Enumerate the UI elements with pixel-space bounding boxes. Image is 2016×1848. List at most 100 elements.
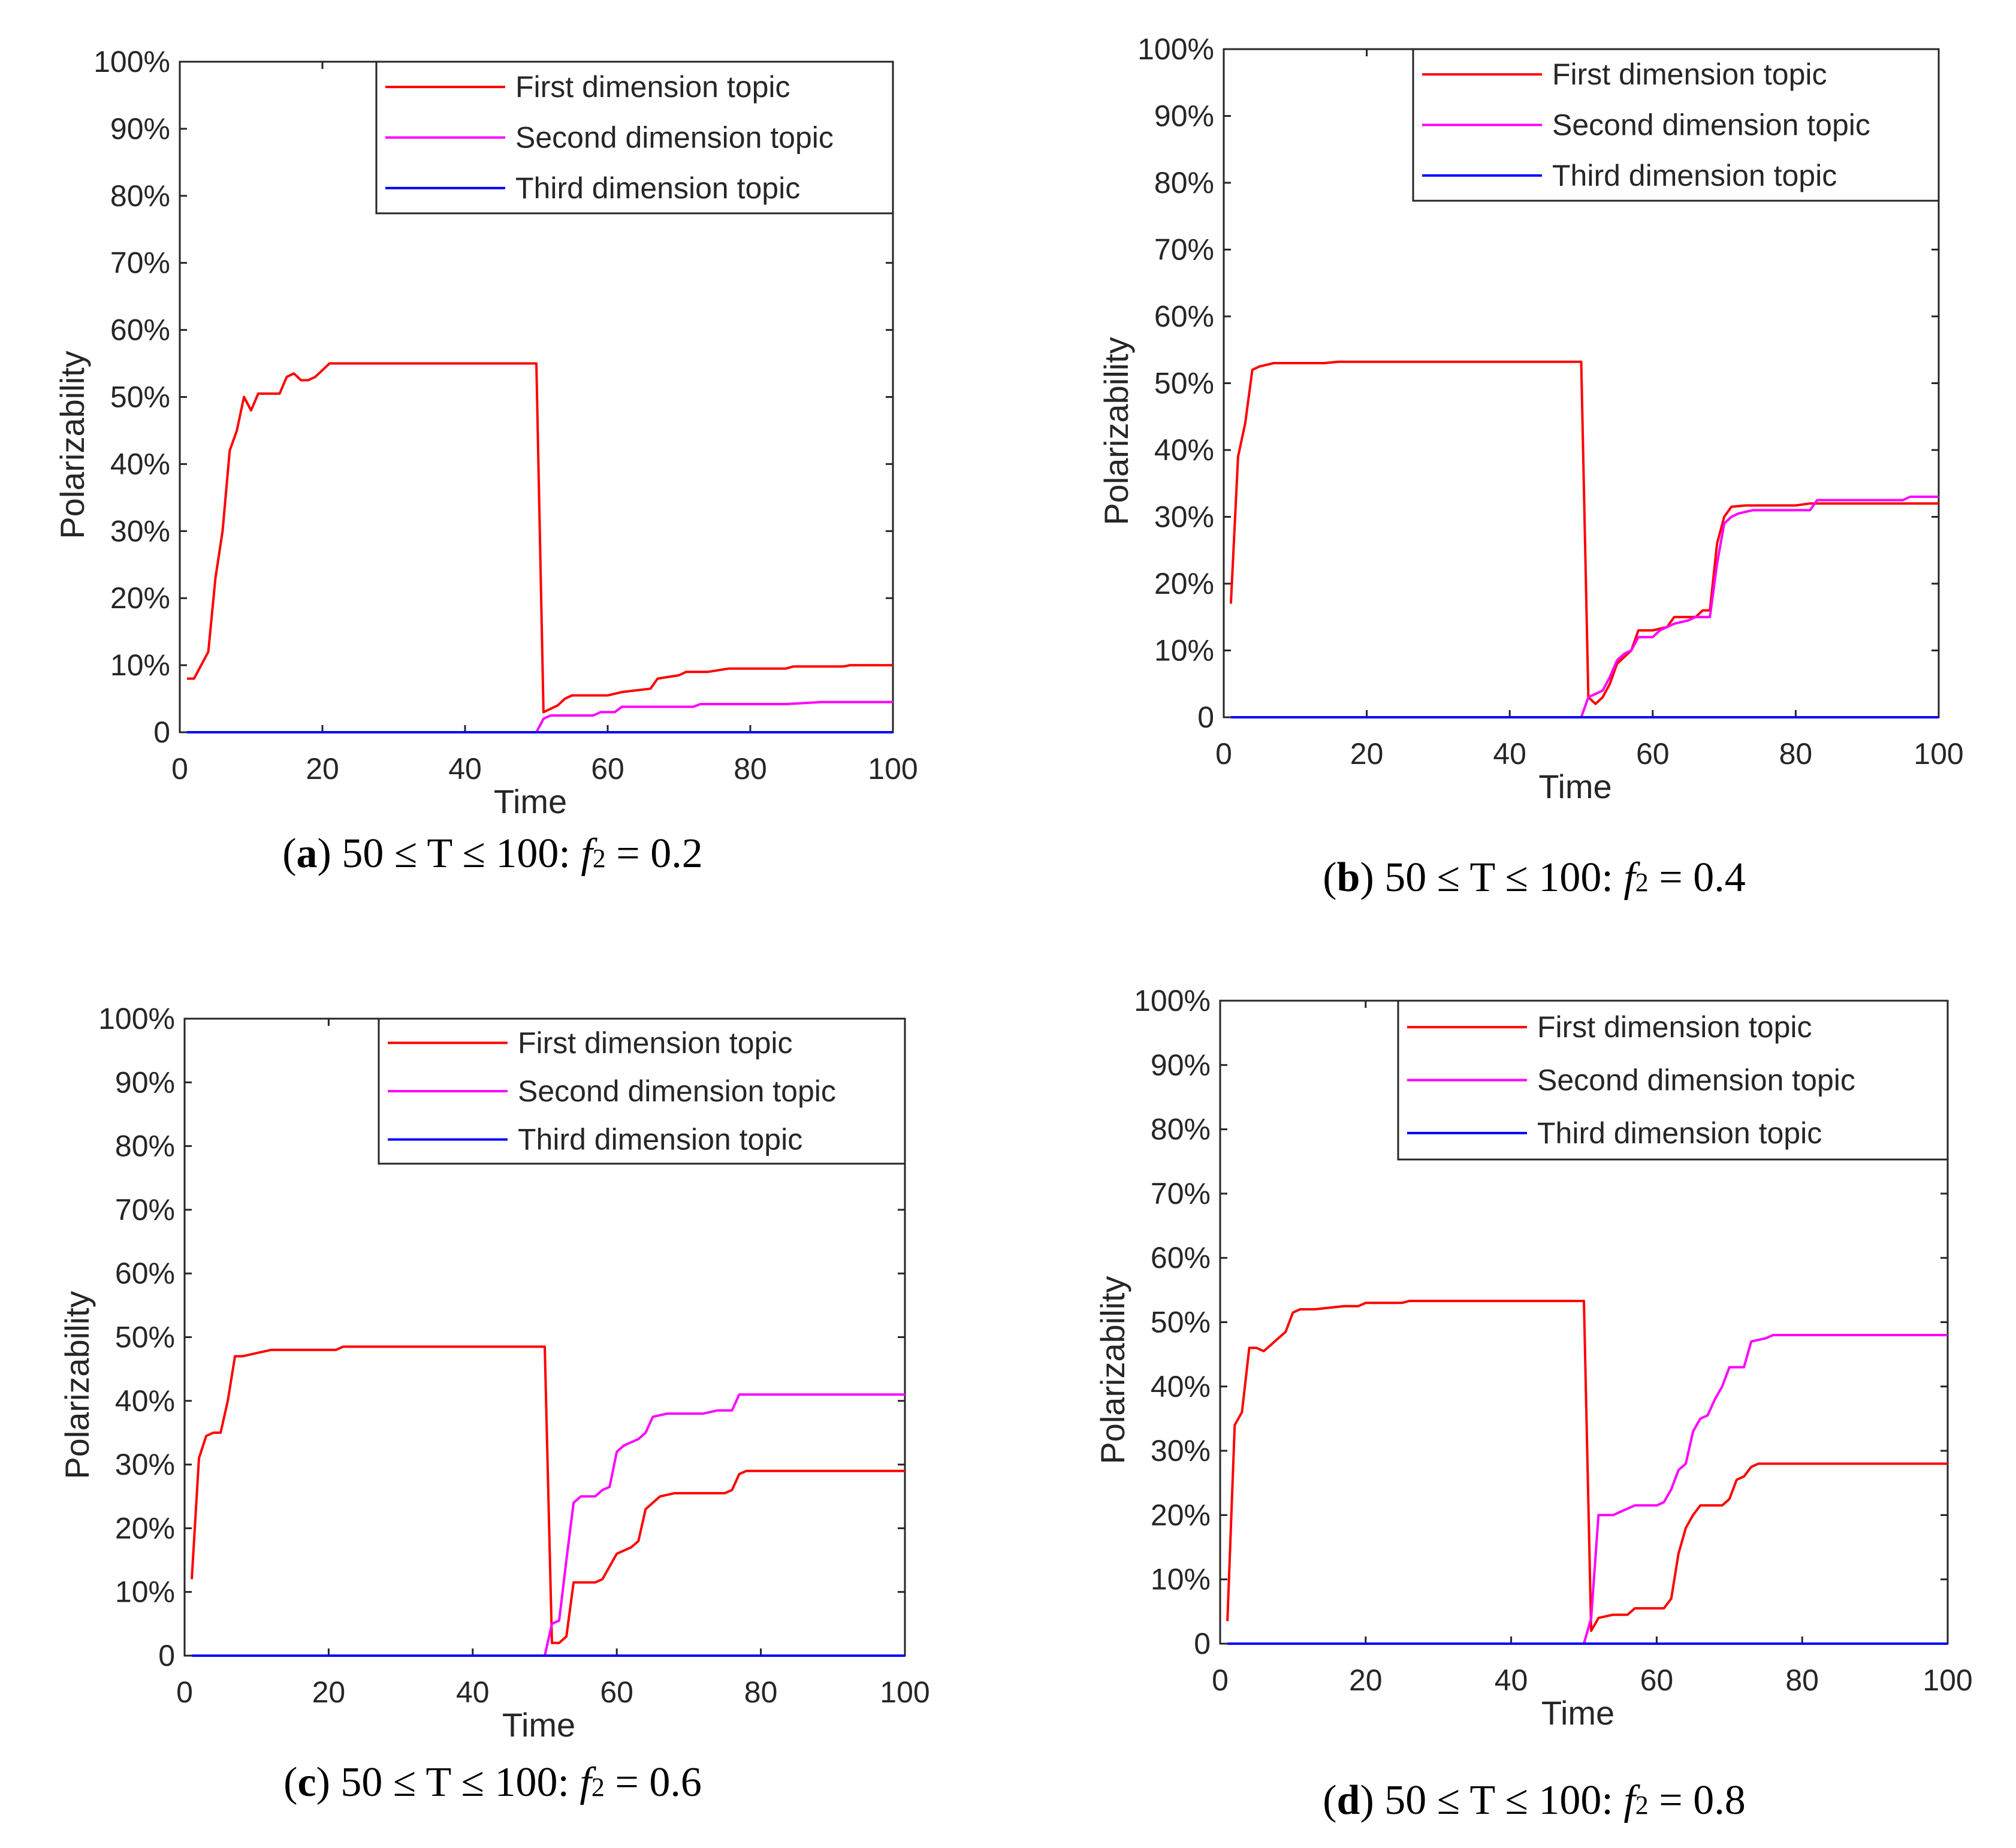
caption-c: (c) 50 ≤ T ≤ 100: f2 = 0.6	[283, 1759, 702, 1805]
caption-value: = 0.6	[615, 1759, 702, 1805]
y-tick-label: 10%	[110, 648, 170, 682]
y-tick-label: 80%	[110, 179, 170, 213]
y-tick-label: 60%	[115, 1257, 175, 1290]
caption-value: = 0.2	[616, 831, 703, 877]
x-tick-label: 60	[600, 1675, 633, 1709]
legend-label: Second dimension topic	[1537, 1064, 1855, 1097]
y-tick-label: 10%	[1154, 634, 1214, 668]
x-tick-label: 20	[312, 1675, 346, 1709]
y-tick-label: 80%	[1151, 1113, 1211, 1146]
x-tick-label: 40	[1495, 1663, 1528, 1697]
caption-letter: d	[1336, 1777, 1360, 1823]
legend-label: Third dimension topic	[515, 171, 800, 205]
x-tick-label: 80	[744, 1675, 778, 1709]
y-tick-label: 40%	[1154, 433, 1214, 467]
caption-value: = 0.8	[1659, 1777, 1746, 1823]
caption-value: = 0.4	[1659, 854, 1746, 901]
y-tick-label: 70%	[115, 1193, 175, 1227]
chart-panel-b: 0 10% 20% 30% 40% 50% 60% 70% 80% 90% 100% 0 20 40 60 8…	[1097, 32, 1964, 805]
y-tick-label: 90%	[1154, 99, 1214, 133]
series-line-2	[1230, 496, 1939, 718]
y-axis-title: Polarizability	[1094, 1276, 1131, 1464]
y-tick-label: 90%	[115, 1065, 175, 1099]
y-tick-label: 50%	[110, 381, 170, 414]
x-tick-label: 100	[1914, 737, 1963, 771]
caption-range: 50 ≤ T ≤ 100:	[1384, 1777, 1613, 1823]
legend-label: Second dimension topic	[1552, 108, 1870, 142]
legend-label: Third dimension topic	[518, 1123, 802, 1156]
y-axis-title: Polarizability	[1097, 337, 1135, 525]
legend-label: Third dimension topic	[1537, 1116, 1822, 1150]
y-tick-label: 90%	[110, 112, 170, 146]
caption-letter: b	[1336, 854, 1360, 901]
y-tick-label: 10%	[1151, 1563, 1211, 1596]
x-tick-label: 40	[448, 752, 482, 786]
y-tick-label: 100%	[93, 45, 170, 78]
x-axis-title: Time	[494, 783, 567, 820]
x-tick-label: 80	[1779, 737, 1813, 771]
y-tick-label: 0	[158, 1639, 175, 1672]
y-tick-label: 60%	[110, 313, 170, 347]
y-tick-label: 50%	[115, 1321, 175, 1354]
y-tick-label: 20%	[1154, 567, 1214, 600]
caption-param: f	[1623, 1777, 1635, 1823]
y-tick-label: 50%	[1154, 367, 1214, 400]
y-tick-label: 80%	[115, 1130, 175, 1163]
y-tick-label: 0	[153, 715, 170, 749]
y-tick-label: 60%	[1151, 1241, 1211, 1275]
caption-param: f	[581, 831, 593, 877]
x-tick-label: 0	[176, 1675, 193, 1709]
x-tick-label: 20	[306, 752, 339, 786]
x-tick-label: 40	[456, 1675, 490, 1709]
x-tick-label: 0	[1212, 1663, 1229, 1697]
x-tick-label: 20	[1349, 1663, 1383, 1697]
y-tick-label: 20%	[110, 581, 170, 615]
y-tick-label: 80%	[1154, 166, 1214, 200]
x-tick-label: 60	[1636, 737, 1670, 771]
legend-label: First dimension topic	[518, 1026, 793, 1059]
caption-d: (d) 50 ≤ T ≤ 100: f2 = 0.8	[1323, 1777, 1746, 1823]
y-tick-label: 0	[1194, 1627, 1211, 1660]
caption-param-sub: 2	[1635, 868, 1649, 897]
series-line-2	[1227, 1334, 1948, 1645]
caption-param-sub: 2	[592, 844, 606, 873]
caption-letter: c	[297, 1759, 316, 1805]
y-axis-title: Polarizability	[53, 351, 91, 539]
series-line-1	[186, 362, 893, 714]
caption-param: f	[580, 1759, 591, 1805]
caption-param-sub: 2	[1635, 1790, 1649, 1820]
y-tick-label: 100%	[1134, 984, 1211, 1017]
y-tick-label: 60%	[1154, 300, 1214, 333]
legend-label: First dimension topic	[515, 70, 790, 104]
caption-range: 50 ≤ T ≤ 100:	[340, 1759, 569, 1805]
y-tick-label: 50%	[1151, 1306, 1211, 1339]
x-tick-label: 20	[1350, 737, 1384, 771]
series-line-2	[186, 700, 893, 733]
y-tick-label: 70%	[1154, 233, 1214, 267]
y-tick-label: 100%	[98, 1002, 175, 1035]
x-tick-label: 100	[880, 1675, 929, 1709]
caption-b: (b) 50 ≤ T ≤ 100: f2 = 0.4	[1323, 854, 1746, 901]
chart-panel-c: 0 10% 20% 30% 40% 50% 60% 70% 80% 90% 100% 0 20 40 60 8…	[58, 1002, 930, 1744]
legend-label: Second dimension topic	[515, 121, 834, 155]
y-tick-label: 40%	[115, 1384, 175, 1418]
y-tick-label: 20%	[115, 1511, 175, 1545]
y-tick-label: 30%	[1154, 500, 1214, 534]
x-tick-label: 0	[1215, 737, 1232, 771]
y-tick-label: 10%	[115, 1575, 175, 1609]
y-tick-label: 30%	[1151, 1434, 1211, 1467]
series-line-1	[1229, 360, 1939, 705]
x-tick-label: 0	[171, 752, 188, 786]
y-tick-label: 40%	[110, 447, 170, 481]
x-axis-title: Time	[502, 1706, 575, 1744]
series-line-2	[192, 1393, 905, 1657]
series-line-1	[1226, 1300, 1948, 1632]
x-tick-label: 80	[1785, 1663, 1819, 1697]
x-axis-title: Time	[1541, 1694, 1614, 1732]
x-tick-label: 60	[591, 752, 624, 786]
legend-label: First dimension topic	[1537, 1010, 1812, 1044]
y-axis-title: Polarizability	[58, 1291, 96, 1479]
caption-letter: a	[296, 831, 318, 877]
